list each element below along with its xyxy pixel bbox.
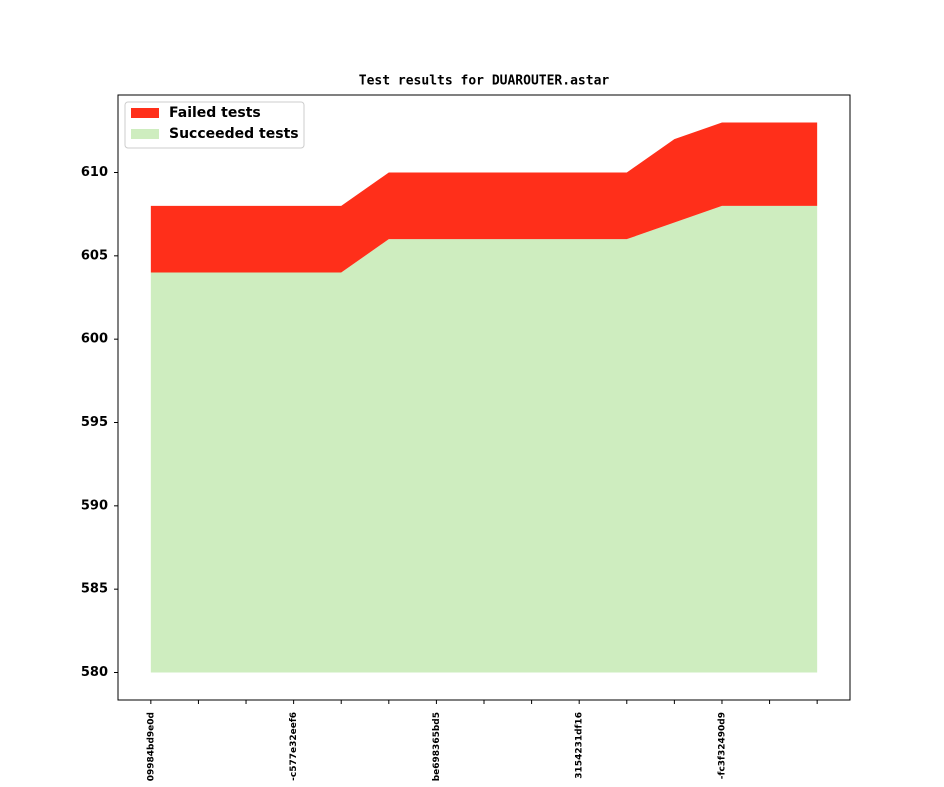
y-tick-label: 585 xyxy=(81,582,108,597)
area xyxy=(150,122,818,273)
legend-swatch xyxy=(131,108,159,118)
legend-label: Succeeded tests xyxy=(169,126,299,142)
y-tick-label: 580 xyxy=(81,665,108,680)
chart-title: Test results for DUAROUTER.astar xyxy=(359,74,610,89)
y-tick-label: 610 xyxy=(81,165,108,180)
y-tick-label: 590 xyxy=(81,498,108,513)
legend-label: Failed tests xyxy=(169,105,261,121)
area xyxy=(150,205,818,673)
legend-box xyxy=(124,101,305,149)
y-tick-label: 605 xyxy=(81,248,108,263)
y-tick-label: 595 xyxy=(81,415,108,430)
x-tick-label: be698365bd5 xyxy=(432,712,442,781)
legend-swatch xyxy=(131,129,159,139)
x-tick-label: -fc3f32490d9 xyxy=(717,712,727,779)
x-tick-label: 3154231df16 xyxy=(575,712,585,779)
x-tick-label: -c577e32eef6 xyxy=(289,712,299,781)
y-tick-label: 600 xyxy=(81,332,108,347)
x-tick-label: 09984bd9e0d xyxy=(146,712,156,781)
